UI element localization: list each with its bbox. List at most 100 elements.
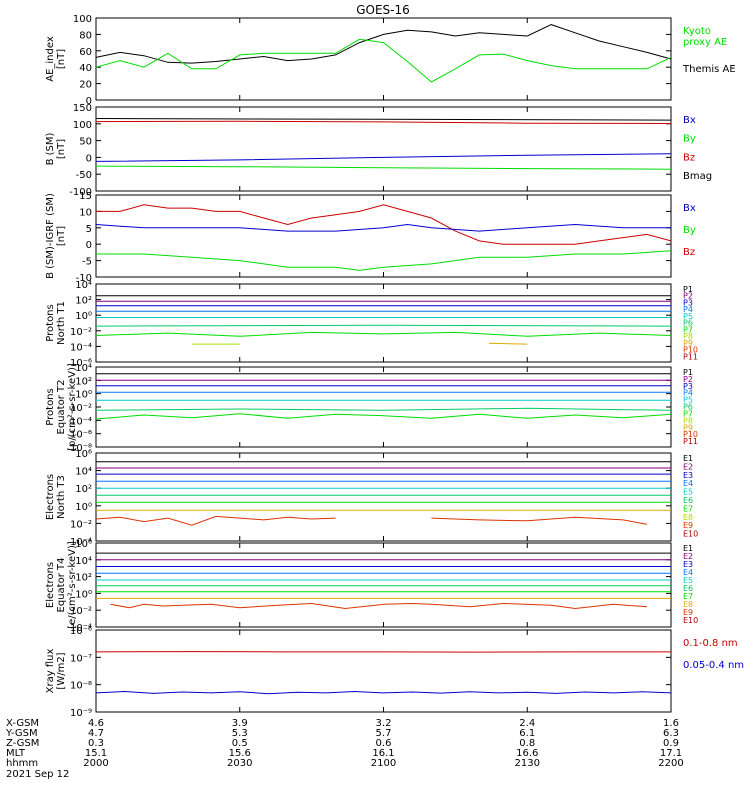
series-Themis-AE bbox=[95, 24, 672, 64]
legend-item: E5 bbox=[683, 488, 693, 497]
legend-item: Themis AE bbox=[682, 64, 736, 75]
legend-item: By bbox=[683, 225, 696, 236]
panel-5: 10⁻⁸ 10⁻⁶ 10⁻⁴ 10⁻² 10⁰ 10² 10⁴ProtonsEquator … bbox=[45, 363, 698, 454]
series-Bx bbox=[95, 223, 671, 232]
footer-value: 6.3 bbox=[663, 728, 679, 739]
y-tick-label: 10⁰ bbox=[75, 589, 92, 600]
y-tick-label: 150 bbox=[73, 103, 92, 114]
panel-3: -10 -5 0 5 10 15 B (SM)-IGRF (SM)[nT] Bx By Bz bbox=[45, 191, 696, 284]
y-tick-label: 10² bbox=[75, 296, 92, 307]
panel-frame bbox=[95, 194, 672, 278]
series-005-04-nm bbox=[95, 690, 672, 695]
date-label: 2021 Sep 12 bbox=[6, 769, 69, 780]
legend-item: P9 bbox=[683, 423, 693, 432]
y-tick-label: 10⁻⁶ bbox=[70, 430, 92, 441]
y-tick-label: 10⁴ bbox=[75, 467, 92, 478]
legend-item: E3 bbox=[683, 471, 693, 480]
legend-item: Bx bbox=[683, 203, 696, 214]
y-axis-label: B (SM)-IGRF (SM)[nT] bbox=[45, 193, 67, 279]
series-By bbox=[96, 250, 672, 271]
y-tick-label: 10⁰ bbox=[75, 502, 92, 513]
legend-item: P8 bbox=[683, 416, 693, 425]
legend-item: E3 bbox=[683, 560, 693, 569]
footer-value: 16.6 bbox=[516, 748, 538, 759]
panel-frame bbox=[95, 17, 672, 101]
y-tick-label: 10⁶ bbox=[75, 449, 92, 460]
legend-item: P7 bbox=[683, 325, 693, 334]
y-tick-label: 20 bbox=[79, 80, 92, 91]
y-tick-label: 10² bbox=[75, 484, 92, 495]
legend-item: E4 bbox=[683, 479, 693, 488]
y-tick-label: 10⁻⁴ bbox=[70, 537, 92, 548]
legend-item: E1 bbox=[683, 544, 693, 553]
y-tick-label: 10⁰ bbox=[75, 311, 92, 322]
legend-item: Kyoto proxy AE bbox=[683, 26, 727, 48]
y-axis-label: AE_index[nT] bbox=[45, 36, 67, 82]
series-Kyoto-proxy-AE bbox=[95, 38, 672, 83]
footer-value: 0.9 bbox=[663, 738, 679, 749]
legend-item: E2 bbox=[683, 462, 693, 471]
footer-value: 5.7 bbox=[376, 728, 392, 739]
legend-item: P7 bbox=[683, 409, 693, 418]
footer-value: 2000 bbox=[83, 758, 108, 769]
panel-frame bbox=[95, 542, 672, 628]
footer-value: 4.7 bbox=[88, 728, 104, 739]
legend: Bx By Bz bbox=[683, 203, 696, 258]
y-tick-label: 10⁶ bbox=[75, 539, 92, 550]
y-tick-label: 10 bbox=[79, 207, 92, 218]
y-tick-label: 10⁻⁶ bbox=[70, 358, 92, 369]
y-tick-label: 50 bbox=[79, 137, 92, 148]
y-tick-label: -100 bbox=[69, 187, 92, 198]
footer-value: 2.4 bbox=[519, 718, 535, 729]
series-P9 bbox=[488, 342, 528, 345]
footer-value: 2200 bbox=[658, 758, 683, 769]
footer-value: 17.1 bbox=[660, 748, 682, 759]
legend-item: P6 bbox=[683, 403, 693, 412]
panel-2: -100 -50 0 50 100 150 B (SM)[nT] Bx By Bz Bmag bbox=[45, 103, 712, 198]
panel-4: 10⁻⁶ 10⁻⁴ 10⁻² 10⁰ 10² 10⁴ ProtonsNorth T1 P1P2… bbox=[45, 280, 698, 369]
legend-item: P5 bbox=[683, 312, 693, 321]
y-tick-label: 100 bbox=[73, 120, 92, 131]
footer-value: 15.1 bbox=[85, 748, 107, 759]
footer-value: 4.6 bbox=[88, 718, 104, 729]
legend-item: E10 bbox=[683, 530, 698, 539]
legend-item: P10 bbox=[683, 346, 698, 355]
ephemeris-footer: X-GSM 4.6 3.9 3.2 2.4 1.6 Y-GSM 4.7 5.3 5.7 6.1 6.3… bbox=[5, 718, 684, 780]
footer-value: 0.5 bbox=[232, 738, 248, 749]
series-Bz bbox=[95, 120, 672, 124]
legend-item: Bz bbox=[683, 152, 695, 163]
y-tick-label: 10⁻⁸ bbox=[70, 443, 92, 454]
y-tick-label: -50 bbox=[76, 170, 92, 181]
y-tick-label: 40 bbox=[79, 63, 92, 74]
y-tick-label: 10⁻⁶ bbox=[70, 626, 92, 637]
y-tick-label: 15 bbox=[79, 191, 92, 202]
legend-item: E8 bbox=[683, 513, 693, 522]
legend-item: Bmag bbox=[683, 171, 712, 182]
legend-item: P3 bbox=[683, 298, 693, 307]
legend-item: P11 bbox=[683, 437, 698, 446]
legend-item: E9 bbox=[683, 521, 693, 530]
footer-value: 5.3 bbox=[232, 728, 248, 739]
legend-item: P8 bbox=[683, 332, 693, 341]
series-Bz bbox=[96, 204, 672, 245]
legend-item: E2 bbox=[683, 552, 693, 561]
y-tick-label: 10⁻⁴ bbox=[70, 342, 92, 353]
legend-item: 0.05-0.4 nm bbox=[683, 660, 744, 671]
panel-frame bbox=[95, 629, 672, 713]
series-P7 bbox=[95, 413, 672, 420]
legend-item: E9 bbox=[683, 608, 693, 617]
y-axis-label: ElectronsNorth T3 bbox=[45, 474, 67, 520]
footer-row-label: Z-GSM bbox=[6, 738, 39, 749]
series-P7 bbox=[95, 331, 672, 337]
footer-value: 0.3 bbox=[88, 738, 104, 749]
y-tick-label: 10⁻⁷ bbox=[70, 653, 92, 664]
legend-item: P11 bbox=[683, 352, 698, 361]
footer-row-label: hhmm bbox=[6, 758, 38, 769]
legend-item: E6 bbox=[683, 496, 693, 505]
series-By bbox=[95, 165, 672, 170]
legend-item: By bbox=[683, 134, 696, 145]
legend-item: P1 bbox=[683, 368, 693, 377]
